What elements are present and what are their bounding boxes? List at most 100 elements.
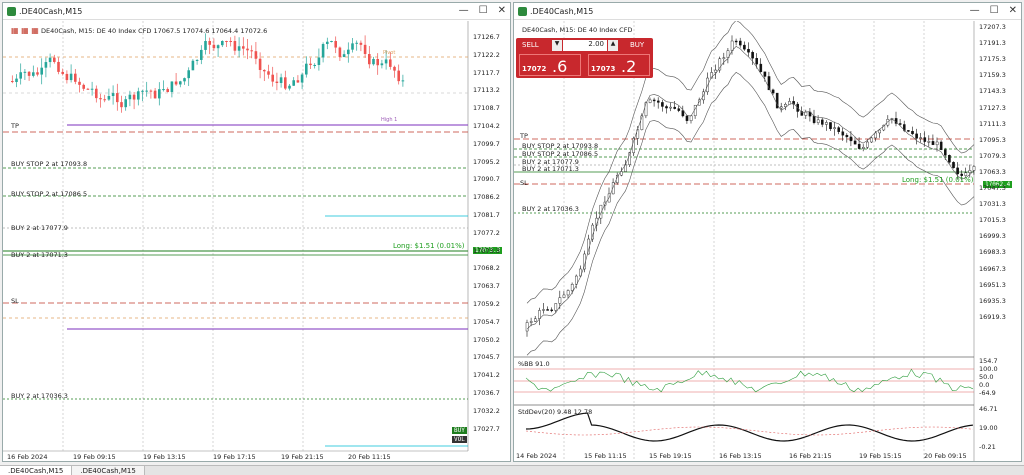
left-chart-area[interactable]: DE40Cash, M15: DE 40 Index CFD 17067.5 1… (3, 21, 510, 461)
candle-body (677, 108, 681, 111)
buy-badge[interactable]: BUY (452, 427, 467, 434)
volume-input[interactable]: 2.00 (563, 40, 607, 51)
buy-stop-label-a: BUY STOP 2 at 17093.8 (11, 160, 88, 168)
candle-body (279, 77, 283, 83)
candle-body (685, 115, 689, 121)
candle-body (595, 217, 599, 226)
buy-button[interactable]: BUY (630, 41, 645, 49)
trade-icons[interactable]: ▦ ▦ ▦ (11, 26, 39, 35)
candle-body (82, 84, 85, 89)
candle-body (401, 80, 405, 82)
buy-price-big: .2 (621, 57, 637, 76)
price-tick: 17031.3 (979, 200, 1006, 209)
buy-stop-label-b: BUY STOP 2 at 17086.5 (522, 150, 599, 158)
candle-body (812, 115, 816, 123)
maximize-button[interactable]: ☐ (989, 5, 999, 16)
buy-price-box[interactable]: 17073 .2 (588, 54, 650, 76)
candle-body (103, 99, 106, 101)
sell-price-box[interactable]: 17072 .6 (519, 54, 581, 76)
candle-body (128, 94, 132, 100)
maximize-button[interactable]: ☐ (478, 5, 488, 16)
close-button[interactable]: ✕ (497, 5, 506, 16)
candle-body (927, 141, 931, 143)
candle-body (229, 41, 232, 42)
candle-body (734, 40, 738, 43)
right-chart-area[interactable]: DE40Cash, M15: DE 40 Index CFD TP BUY ST… (514, 21, 1021, 461)
candle-body (384, 59, 388, 64)
candle-body (221, 41, 224, 46)
candle-body (972, 166, 976, 171)
candle-body (212, 44, 216, 49)
tab-chart-1[interactable]: .DE40Cash,M15 (0, 466, 73, 475)
candle-body (550, 309, 553, 312)
candle-body (755, 58, 759, 65)
candle-body (816, 119, 820, 123)
price-tick: 17095.2 (473, 157, 500, 166)
time-tick: 16 Feb 2024 (7, 453, 48, 461)
candle-body (347, 49, 350, 55)
candle-body (747, 48, 750, 53)
candle-body (804, 111, 808, 116)
candle-body (669, 106, 672, 109)
candle-body (534, 318, 537, 322)
candle-body (644, 102, 648, 117)
long-position-label: Long: $1.51 (0.01%) (393, 242, 465, 250)
sl-label: SL (520, 179, 528, 187)
vol-badge[interactable]: VOL (452, 436, 467, 443)
candle-body (296, 80, 300, 83)
price-tick: 17047.3 (979, 184, 1006, 192)
right-chart-canvas[interactable] (514, 21, 1021, 461)
candle-body (956, 167, 959, 175)
buy-stop-label-b: BUY STOP 2 at 17086.5 (11, 190, 88, 198)
price-tick: 17090.7 (473, 175, 500, 184)
minimize-button[interactable]: — (969, 5, 980, 16)
buy-price-main: 17073 (591, 65, 616, 73)
buy-label-c: BUY 2 at 17036.3 (11, 392, 68, 400)
candle-body (939, 141, 943, 150)
tp-label: TP (520, 132, 528, 140)
candle-body (656, 100, 660, 103)
chart-window-icon (7, 6, 16, 16)
sell-button[interactable]: SELL (522, 41, 539, 49)
candle-body (935, 141, 939, 146)
candle-body (225, 41, 228, 42)
candle-body (27, 71, 31, 76)
candle-body (718, 58, 722, 71)
candle-body (923, 137, 927, 142)
candle-body (665, 106, 668, 109)
candle-body (53, 57, 56, 62)
price-tick: 17113.2 (473, 86, 500, 95)
price-tick: 19.00 (979, 424, 998, 432)
candle-body (11, 81, 14, 83)
candle-body (132, 94, 136, 100)
tab-chart-2[interactable]: .DE40Cash,M15 (72, 466, 145, 475)
right-window-title: .DE40Cash,M15 (530, 6, 594, 16)
candle-body (821, 119, 824, 125)
volume-increase[interactable]: ▲ (608, 40, 618, 51)
candle-body (866, 141, 869, 148)
price-tick: 17207.3 (979, 23, 1006, 31)
candle-body (32, 72, 35, 76)
candle-body (250, 50, 253, 52)
price-tick: 17045.7 (473, 353, 500, 362)
price-tick: 17117.7 (473, 68, 500, 77)
candle-body (898, 123, 902, 125)
minimize-button[interactable]: — (458, 5, 469, 16)
price-tick: 17054.7 (473, 317, 500, 326)
left-chart-canvas[interactable] (3, 21, 510, 461)
candle-body (380, 63, 384, 66)
candle-body (351, 43, 354, 50)
candle-body (334, 41, 337, 48)
candle-body (208, 41, 211, 45)
stddev-signal-line (525, 426, 973, 436)
candle-body (284, 77, 287, 89)
close-button[interactable]: ✕ (1008, 5, 1017, 16)
time-tick: 16 Feb 13:15 (719, 452, 762, 460)
candle-body (833, 127, 836, 130)
price-tick: 17159.3 (979, 71, 1006, 80)
candle-body (554, 303, 558, 311)
candle-body (960, 173, 964, 176)
volume-decrease[interactable]: ▼ (552, 40, 562, 51)
price-tick: 17050.2 (473, 335, 500, 344)
candle-body (355, 42, 358, 44)
